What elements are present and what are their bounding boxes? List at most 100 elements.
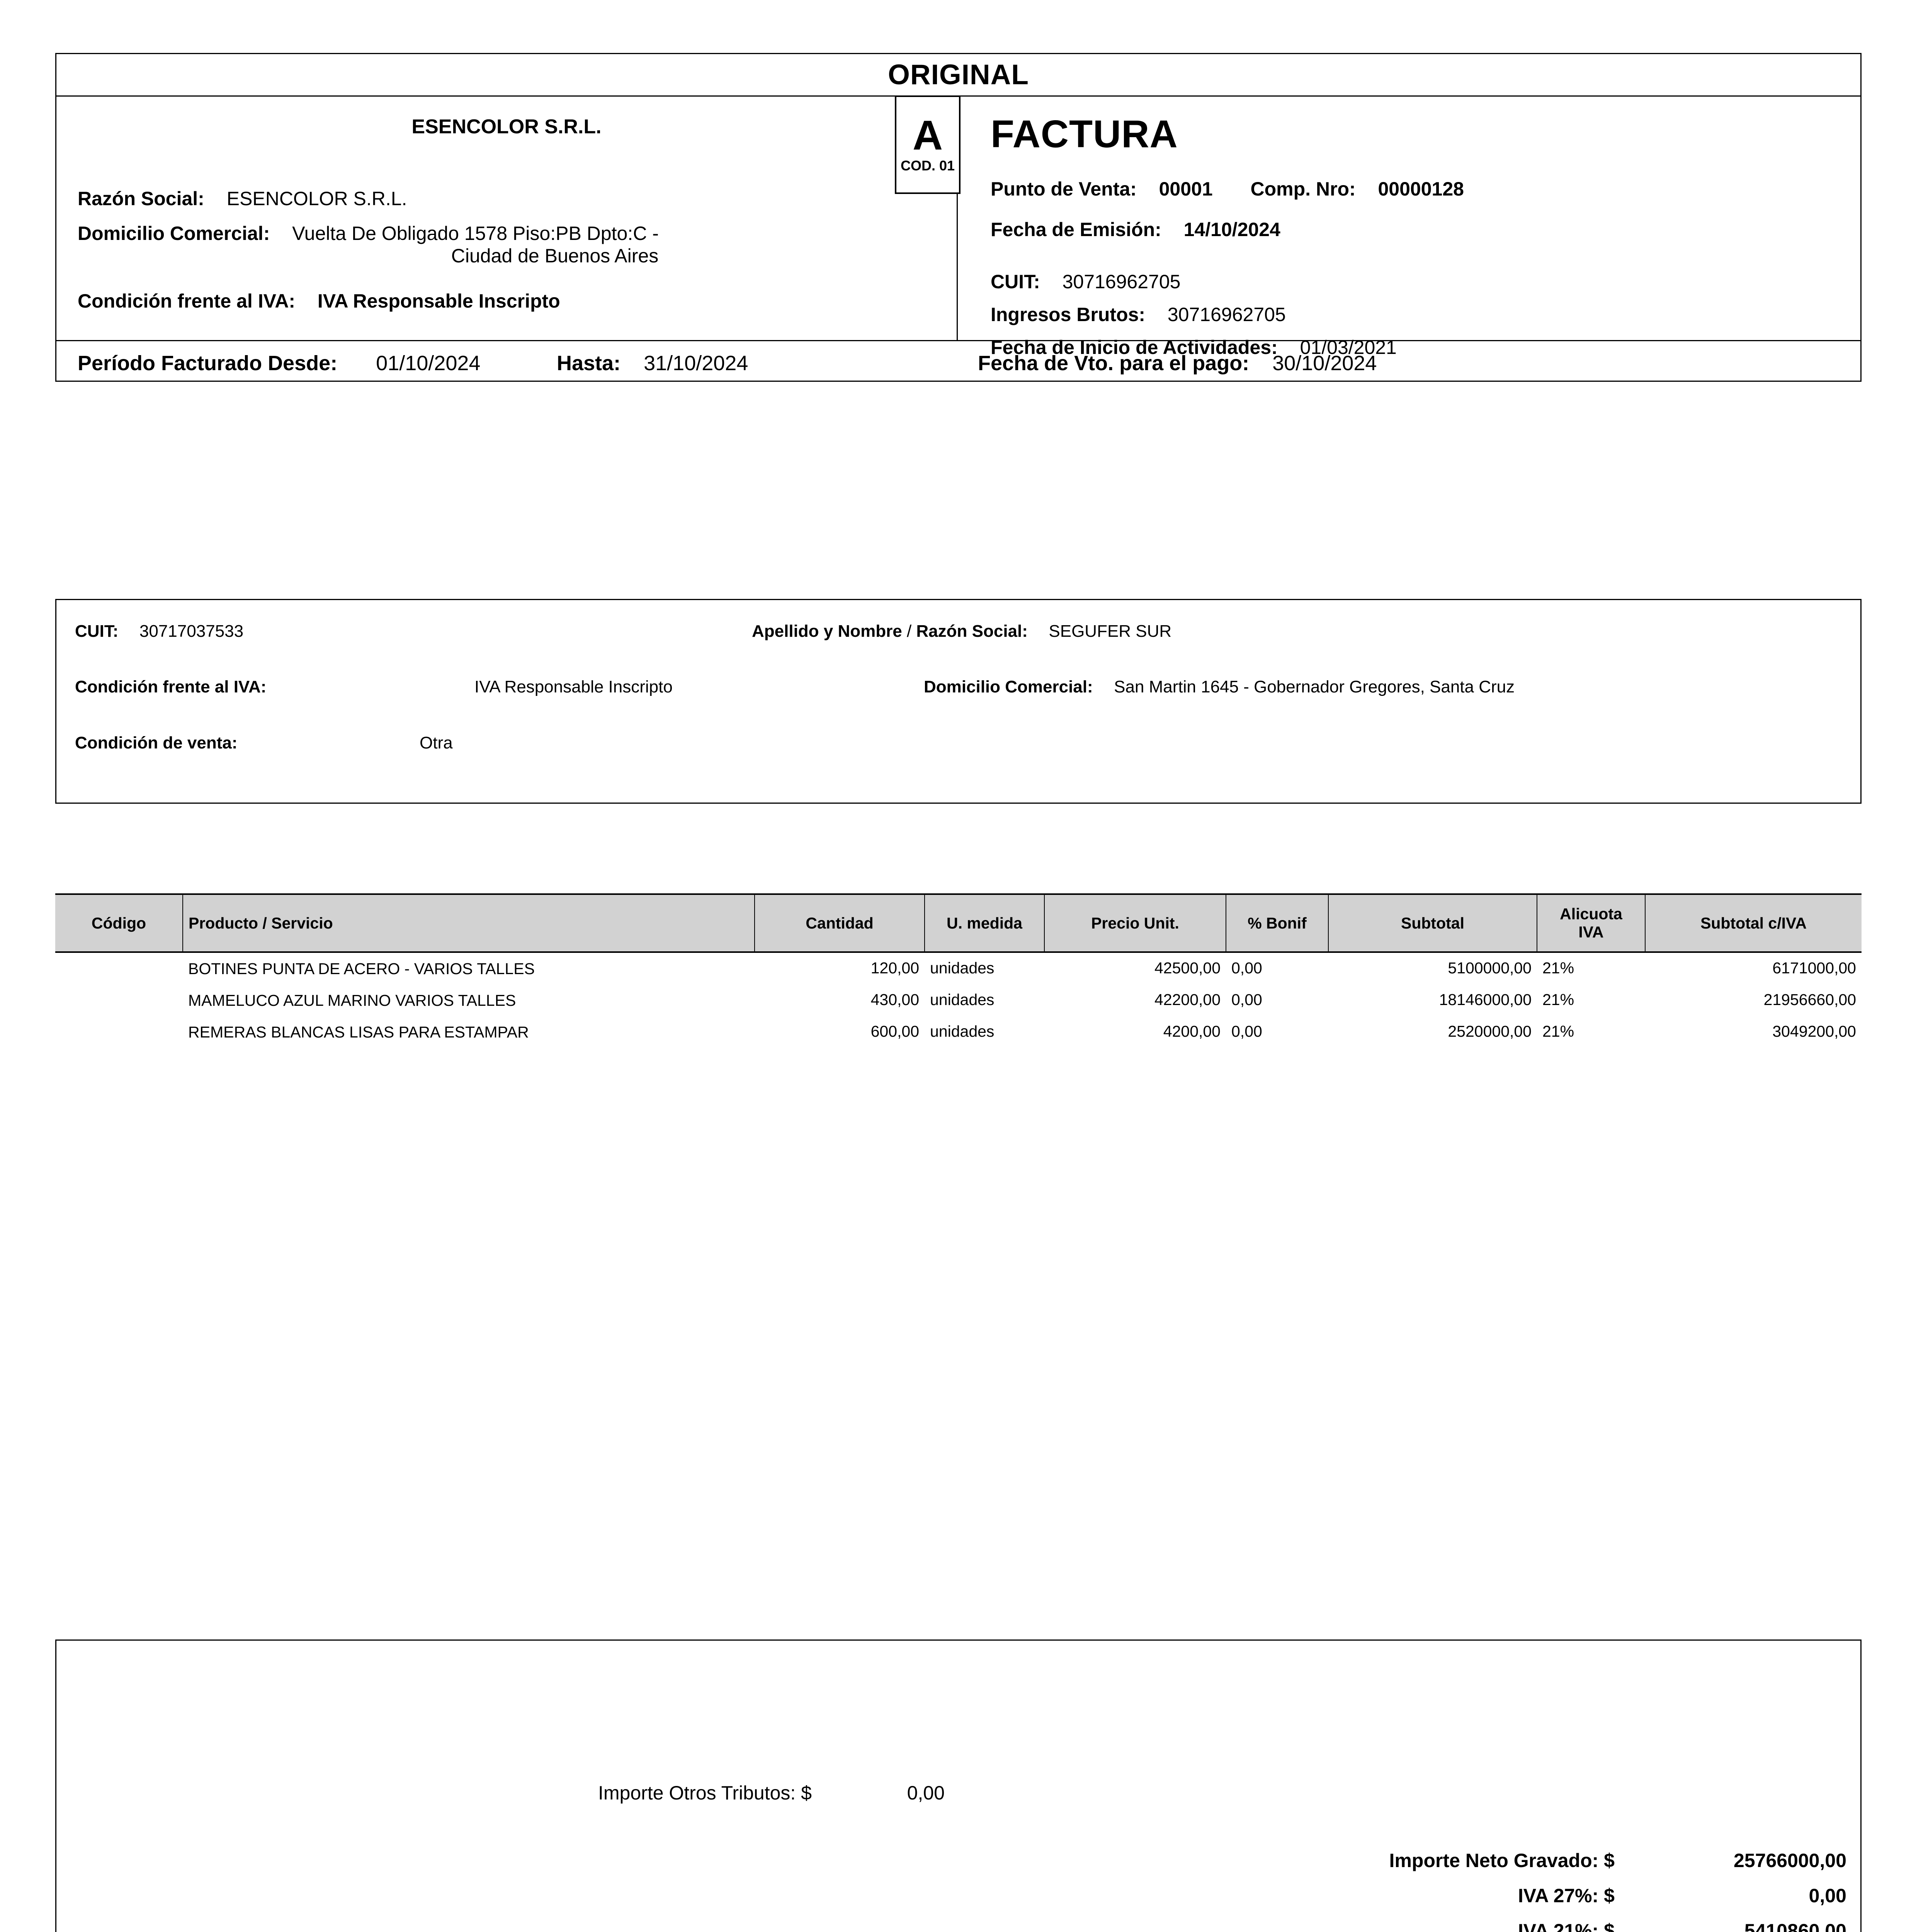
issuer-domicilio: Domicilio Comercial: Vuelta De Obligado …: [78, 222, 939, 267]
periodo-desde-value: 01/10/2024: [376, 352, 481, 375]
total-row-neto-gravado: Importe Neto Gravado: $ 25766000,00: [919, 1849, 1846, 1872]
cell-cantidad: 120,00: [870, 959, 919, 977]
cell-umedida: unidades: [930, 959, 995, 977]
table-row: MAMELUCO AZUL MARINO VARIOS TALLES 430,0…: [55, 985, 1862, 1016]
customer-name-label-sep: /: [906, 622, 916, 641]
col-header-precio: Precio Unit.: [1044, 893, 1226, 953]
cell-subtotal-civa: 6171000,00: [1772, 959, 1856, 977]
cell-subtotal: 2520000,00: [1448, 1022, 1532, 1041]
customer-domicilio: Domicilio Comercial: San Martin 1645 - G…: [924, 677, 1515, 697]
ingresos-brutos-label: Ingresos Brutos:: [991, 304, 1146, 325]
cell-bonif: 0,00: [1231, 991, 1262, 1009]
fecha-vto-pago-label: Fecha de Vto. para el pago:: [978, 352, 1250, 375]
cell-subtotal-civa: 3049200,00: [1772, 1022, 1856, 1041]
customer-condicion-iva-label: Condición frente al IVA:: [75, 677, 267, 696]
customer-frame: CUIT: 30717037533 Apellido y Nombre / Ra…: [55, 599, 1862, 804]
issuer-domicilio-line1: Vuelta De Obligado 1578 Piso:PB Dpto:C -: [292, 223, 659, 244]
issuer-cuit-label: CUIT:: [991, 271, 1040, 293]
col-header-alicuota: Alicuota IVA: [1537, 893, 1645, 953]
issuer-cuit-value: 30716962705: [1062, 271, 1181, 293]
periodo-hasta: Hasta: 31/10/2024: [557, 351, 748, 375]
periodo-hasta-value: 31/10/2024: [644, 352, 748, 375]
customer-name-row: Apellido y Nombre / Razón Social: SEGUFE…: [752, 622, 1171, 641]
cell-bonif: 0,00: [1231, 1022, 1262, 1041]
header-frame: ORIGINAL ESENCOLOR S.R.L. Razón Social: …: [55, 53, 1862, 382]
total-label: Importe Neto Gravado: $: [1389, 1850, 1615, 1871]
issuer-razon-social-value: ESENCOLOR S.R.L.: [226, 188, 407, 209]
total-row-iva-27: IVA 27%: $ 0,00: [919, 1884, 1846, 1907]
customer-condicion-venta-value: Otra: [420, 733, 453, 752]
punto-de-venta-row: Punto de Venta: 00001 Comp. Nro: 0000012…: [991, 178, 1464, 200]
total-value: 25766000,00: [1734, 1850, 1846, 1871]
periodo-facturado-row: Período Facturado Desde: 01/10/2024 Hast…: [56, 340, 1860, 381]
items-table-head: Código Producto / Servicio Cantidad U. m…: [55, 893, 1862, 953]
fecha-emision-row: Fecha de Emisión: 14/10/2024: [991, 218, 1280, 241]
customer-condicion-venta-label-wrap: Condición de venta:: [75, 733, 237, 753]
items-header-row: Código Producto / Servicio Cantidad U. m…: [55, 893, 1862, 953]
col-header-codigo: Código: [55, 893, 183, 953]
cell-precio: 42200,00: [1154, 991, 1221, 1009]
issuer-razon-social-label: Razón Social:: [78, 188, 204, 209]
fecha-emision-value: 14/10/2024: [1183, 219, 1280, 240]
cell-precio: 42500,00: [1154, 959, 1221, 977]
fecha-vto-pago: Fecha de Vto. para el pago: 30/10/2024: [978, 351, 1377, 375]
customer-condicion-venta-label: Condición de venta:: [75, 733, 238, 752]
totals-frame: Importe Otros Tributos: $ 0,00 Importe N…: [55, 1639, 1862, 1932]
total-value: 5410860,00: [1744, 1920, 1846, 1932]
ingresos-brutos-value: 30716962705: [1167, 304, 1286, 325]
cell-alicuota: 21%: [1542, 959, 1574, 977]
items-table-body: BOTINES PUNTA DE ACERO - VARIOS TALLES 1…: [55, 952, 1862, 1048]
customer-condicion-iva-value: IVA Responsable Inscripto: [474, 677, 673, 696]
otros-tributos-inline-label: Importe Otros Tributos: $: [598, 1782, 812, 1804]
copy-type-banner: ORIGINAL: [56, 54, 1860, 97]
comprobante-type-letter: A: [913, 112, 943, 159]
cell-alicuota: 21%: [1542, 1022, 1574, 1041]
customer-condicion-iva-label-wrap: Condición frente al IVA:: [75, 677, 266, 697]
comp-nro-label: Comp. Nro:: [1250, 178, 1356, 200]
total-value: 0,00: [1809, 1885, 1846, 1906]
issuer-block: ESENCOLOR S.R.L. Razón Social: ESENCOLOR…: [56, 97, 957, 340]
cell-producto: MAMELUCO AZUL MARINO VARIOS TALLES: [188, 992, 516, 1010]
cell-bonif: 0,00: [1231, 959, 1262, 977]
cell-subtotal-civa: 21956660,00: [1763, 991, 1856, 1009]
otros-tributos-inline: Importe Otros Tributos: $ 0,00: [598, 1782, 945, 1804]
col-header-alicuota-line1: Alicuota: [1560, 905, 1622, 923]
cell-umedida: unidades: [930, 1022, 995, 1041]
cell-alicuota: 21%: [1542, 991, 1574, 1009]
cell-codigo: [55, 952, 183, 985]
document-title: FACTURA: [991, 112, 1178, 156]
total-label: IVA 27%: $: [1518, 1885, 1615, 1906]
cell-codigo: [55, 985, 183, 1016]
items-table-wrap: Código Producto / Servicio Cantidad U. m…: [55, 893, 1862, 1048]
customer-name-label-a: Apellido y Nombre: [752, 622, 902, 641]
customer-domicilio-label: Domicilio Comercial:: [924, 677, 1093, 696]
issuer-domicilio-line2: Ciudad de Buenos Aires: [451, 245, 659, 267]
customer-name-value: SEGUFER SUR: [1049, 622, 1172, 641]
comp-nro-value: 00000128: [1378, 178, 1464, 200]
issuer-condicion-iva-value: IVA Responsable Inscripto: [317, 290, 560, 312]
cell-subtotal: 5100000,00: [1448, 959, 1532, 977]
issuer-condicion-iva: Condición frente al IVA: IVA Responsable…: [78, 290, 560, 312]
table-row: BOTINES PUNTA DE ACERO - VARIOS TALLES 1…: [55, 952, 1862, 985]
periodo-desde: Período Facturado Desde: 01/10/2024: [78, 351, 480, 375]
col-header-alicuota-line2: IVA: [1578, 923, 1604, 941]
header-main: ESENCOLOR S.R.L. Razón Social: ESENCOLOR…: [56, 95, 1860, 358]
issuer-condicion-iva-label: Condición frente al IVA:: [78, 290, 295, 312]
cell-producto: BOTINES PUNTA DE ACERO - VARIOS TALLES: [188, 960, 535, 978]
punto-de-venta-label: Punto de Venta:: [991, 178, 1137, 200]
customer-condicion-iva-value-wrap: IVA Responsable Inscripto: [474, 677, 673, 697]
cell-codigo: [55, 1016, 183, 1048]
cell-producto: REMERAS BLANCAS LISAS PARA ESTAMPAR: [188, 1023, 529, 1041]
customer-cuit: CUIT: 30717037533: [75, 622, 243, 641]
cell-subtotal: 18146000,00: [1439, 991, 1532, 1009]
total-label: IVA 21%: $: [1518, 1920, 1615, 1932]
total-row-iva-21: IVA 21%: $ 5410860,00: [919, 1920, 1846, 1932]
customer-cuit-value: 30717037533: [139, 622, 244, 641]
customer-condicion-venta-value-wrap: Otra: [420, 733, 453, 753]
issuer-cuit-row: CUIT: 30716962705: [991, 270, 1180, 293]
otros-tributos-inline-value: 0,00: [907, 1782, 945, 1804]
copy-type-label: ORIGINAL: [888, 59, 1029, 90]
items-table: Código Producto / Servicio Cantidad U. m…: [55, 893, 1862, 1048]
col-header-producto: Producto / Servicio: [182, 893, 755, 953]
